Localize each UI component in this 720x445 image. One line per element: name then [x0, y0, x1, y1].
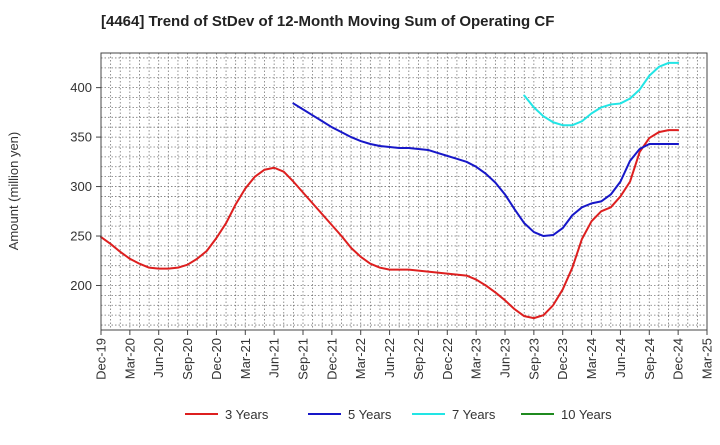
x-tick-label: Dec-24 — [671, 338, 686, 380]
x-tick-label: Jun-21 — [267, 338, 282, 378]
series-layer — [100, 61, 680, 320]
legend-label-3-years: 3 Years — [225, 407, 269, 422]
chart-title: [4464] Trend of StDev of 12-Month Moving… — [101, 13, 554, 30]
x-tick-label: Sep-21 — [296, 338, 311, 380]
y-tick-label: 400 — [70, 80, 92, 95]
series-line-3-years — [100, 129, 680, 320]
series-line-7-years — [523, 61, 680, 127]
y-tick-label: 250 — [70, 229, 92, 244]
x-tick-label: Jun-20 — [151, 338, 166, 378]
y-tick-label: 200 — [70, 278, 92, 293]
legend-label-5-years: 5 Years — [348, 407, 392, 422]
x-tick-label: Mar-23 — [469, 338, 484, 379]
x-tick-label: Sep-23 — [526, 338, 541, 380]
plot-frame — [100, 52, 708, 331]
x-tick-label: Dec-20 — [209, 338, 224, 380]
x-tick-label: Sep-20 — [180, 338, 195, 380]
x-tick-label: Mar-20 — [122, 338, 137, 379]
x-tick-label: Sep-24 — [642, 338, 657, 380]
x-tick-label: Dec-21 — [324, 338, 339, 380]
x-tick-label: Mar-25 — [700, 338, 715, 379]
x-tick-label: Jun-24 — [613, 338, 628, 378]
x-tick-label: Dec-19 — [94, 338, 109, 380]
x-tick-label: Dec-23 — [555, 338, 570, 380]
legend-label-7-years: 7 Years — [452, 407, 496, 422]
x-tick-label: Sep-22 — [411, 338, 426, 380]
y-tick-label: 350 — [70, 130, 92, 145]
grid-layer — [101, 53, 707, 330]
x-tick-label: Mar-22 — [353, 338, 368, 379]
y-axis-label: Amount (million yen) — [6, 132, 21, 251]
x-tick-label: Mar-21 — [238, 338, 253, 379]
x-axis: Dec-19 Mar-20 Jun-20 Sep-20 Dec-20 Mar-21 Jun-… — [94, 330, 715, 380]
x-tick-label: Mar-24 — [584, 338, 599, 379]
y-tick-label: 300 — [70, 179, 92, 194]
legend: 3 Years 5 Years 7 Years 10 Years — [185, 407, 612, 422]
x-tick-label: Jun-23 — [498, 338, 513, 378]
x-tick-label: Jun-22 — [382, 338, 397, 378]
x-tick-label: Dec-22 — [440, 338, 455, 380]
legend-label-10-years: 10 Years — [561, 407, 612, 422]
y-axis: 200 250 300 350 400 — [70, 80, 101, 293]
series-line-5-years — [292, 102, 680, 238]
